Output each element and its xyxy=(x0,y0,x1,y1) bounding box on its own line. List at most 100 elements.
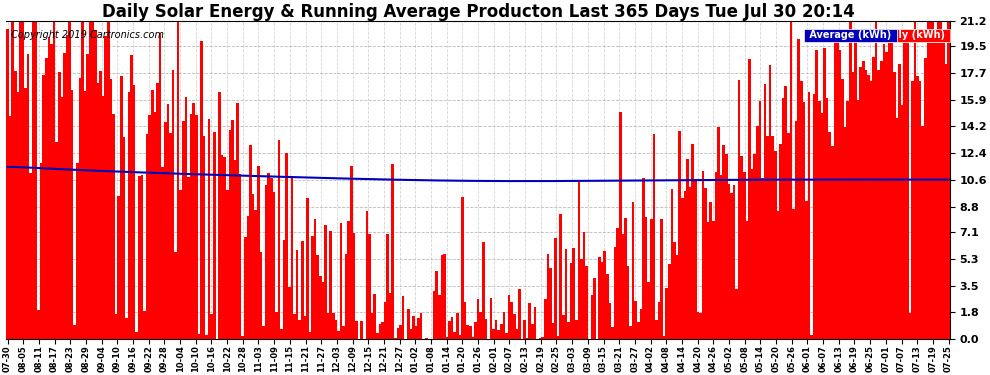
Bar xyxy=(702,171,704,339)
Bar xyxy=(332,313,335,339)
Bar xyxy=(394,338,397,339)
Bar xyxy=(99,71,102,339)
Bar xyxy=(715,171,717,339)
Bar xyxy=(790,21,792,339)
Bar xyxy=(319,276,322,339)
Bar xyxy=(598,257,601,339)
Bar xyxy=(898,64,901,339)
Bar xyxy=(448,321,450,339)
Bar xyxy=(821,113,824,339)
Bar xyxy=(158,33,161,339)
Bar xyxy=(110,79,112,339)
Bar xyxy=(340,223,343,339)
Bar xyxy=(461,196,464,339)
Bar xyxy=(376,333,378,339)
Bar xyxy=(539,338,542,339)
Bar xyxy=(174,252,177,339)
Bar xyxy=(862,61,864,339)
Bar xyxy=(433,291,436,339)
Bar xyxy=(48,38,50,339)
Bar xyxy=(901,105,903,339)
Bar xyxy=(12,21,14,339)
Bar xyxy=(73,325,76,339)
Bar xyxy=(518,289,521,339)
Bar xyxy=(870,81,872,339)
Bar xyxy=(291,176,293,339)
Bar xyxy=(352,233,355,339)
Bar xyxy=(466,325,469,339)
Bar xyxy=(84,92,86,339)
Bar xyxy=(347,221,350,339)
Bar xyxy=(125,318,128,339)
Bar xyxy=(107,21,110,339)
Bar xyxy=(343,326,345,339)
Bar xyxy=(306,198,309,339)
Bar xyxy=(500,324,503,339)
Bar xyxy=(436,271,438,339)
Bar xyxy=(164,122,166,339)
Bar xyxy=(251,194,254,339)
Bar xyxy=(184,97,187,339)
Bar xyxy=(542,338,544,339)
Bar xyxy=(239,174,242,339)
Bar xyxy=(40,163,43,339)
Bar xyxy=(851,72,854,339)
Bar xyxy=(570,262,572,339)
Bar xyxy=(856,100,859,339)
Bar xyxy=(338,331,340,339)
Bar xyxy=(438,294,441,339)
Bar xyxy=(513,314,516,339)
Bar xyxy=(697,312,699,339)
Bar xyxy=(60,97,63,339)
Bar xyxy=(730,194,733,339)
Bar xyxy=(399,325,402,339)
Bar xyxy=(652,134,655,339)
Bar xyxy=(471,337,474,339)
Bar xyxy=(389,293,391,339)
Text: Copyright 2019 Cartronics.com: Copyright 2019 Cartronics.com xyxy=(11,30,164,40)
Bar xyxy=(314,219,317,339)
Bar xyxy=(270,178,272,339)
Bar xyxy=(676,255,678,339)
Bar xyxy=(237,104,239,339)
Bar xyxy=(668,264,670,339)
Bar xyxy=(562,315,564,339)
Bar xyxy=(120,76,123,339)
Bar xyxy=(272,192,275,339)
Bar xyxy=(691,144,694,339)
Bar xyxy=(792,209,795,339)
Bar xyxy=(831,146,834,339)
Bar xyxy=(657,302,660,339)
Bar xyxy=(557,336,559,339)
Bar xyxy=(144,311,146,339)
Bar xyxy=(128,93,131,339)
Bar xyxy=(301,241,304,339)
Bar xyxy=(187,177,190,339)
Bar xyxy=(554,238,557,339)
Bar xyxy=(425,338,428,339)
Bar xyxy=(444,254,446,339)
Bar xyxy=(102,96,105,339)
Bar xyxy=(410,329,412,339)
Bar xyxy=(924,58,927,339)
Bar xyxy=(816,50,818,339)
Bar xyxy=(55,142,58,339)
Bar xyxy=(208,119,211,339)
Bar xyxy=(25,88,27,339)
Bar xyxy=(619,112,622,339)
Bar xyxy=(105,36,107,339)
Bar xyxy=(766,136,769,339)
Bar xyxy=(133,86,136,339)
Bar xyxy=(45,58,48,339)
Bar xyxy=(580,259,583,339)
Bar xyxy=(118,196,120,339)
Bar xyxy=(782,98,784,339)
Bar xyxy=(883,44,885,339)
Bar xyxy=(309,332,311,339)
Bar xyxy=(453,332,456,339)
Bar xyxy=(678,131,681,339)
Bar xyxy=(940,21,942,339)
Bar xyxy=(355,321,357,339)
Bar xyxy=(743,172,745,339)
Bar xyxy=(637,322,640,339)
